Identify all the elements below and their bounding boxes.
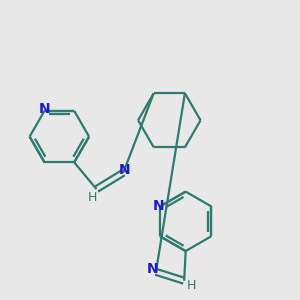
Text: H: H <box>87 191 97 204</box>
Text: N: N <box>39 102 50 116</box>
Text: N: N <box>147 262 159 276</box>
Text: N: N <box>119 164 130 177</box>
Text: H: H <box>187 279 196 292</box>
Text: N: N <box>153 200 164 214</box>
